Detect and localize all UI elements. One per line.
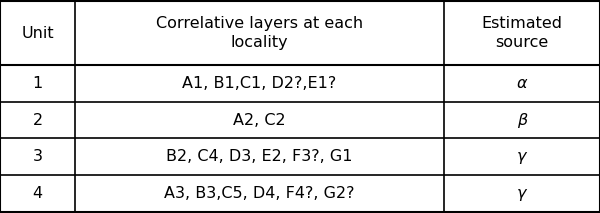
- Text: A2, C2: A2, C2: [233, 113, 286, 128]
- Text: A1, B1,C1, D2?,E1?: A1, B1,C1, D2?,E1?: [182, 76, 337, 91]
- Text: 2: 2: [32, 113, 43, 128]
- Text: Unit: Unit: [21, 26, 54, 40]
- Text: Correlative layers at each
locality: Correlative layers at each locality: [156, 16, 363, 50]
- Text: β: β: [517, 113, 527, 128]
- Text: γ: γ: [517, 149, 527, 164]
- Text: 1: 1: [32, 76, 43, 91]
- Text: α: α: [517, 76, 527, 91]
- Text: 3: 3: [32, 149, 43, 164]
- Text: 4: 4: [32, 186, 43, 201]
- Text: A3, B3,C5, D4, F4?, G2?: A3, B3,C5, D4, F4?, G2?: [164, 186, 355, 201]
- Text: γ: γ: [517, 186, 527, 201]
- Text: B2, C4, D3, E2, F3?, G1: B2, C4, D3, E2, F3?, G1: [166, 149, 353, 164]
- Text: Estimated
source: Estimated source: [482, 16, 563, 50]
